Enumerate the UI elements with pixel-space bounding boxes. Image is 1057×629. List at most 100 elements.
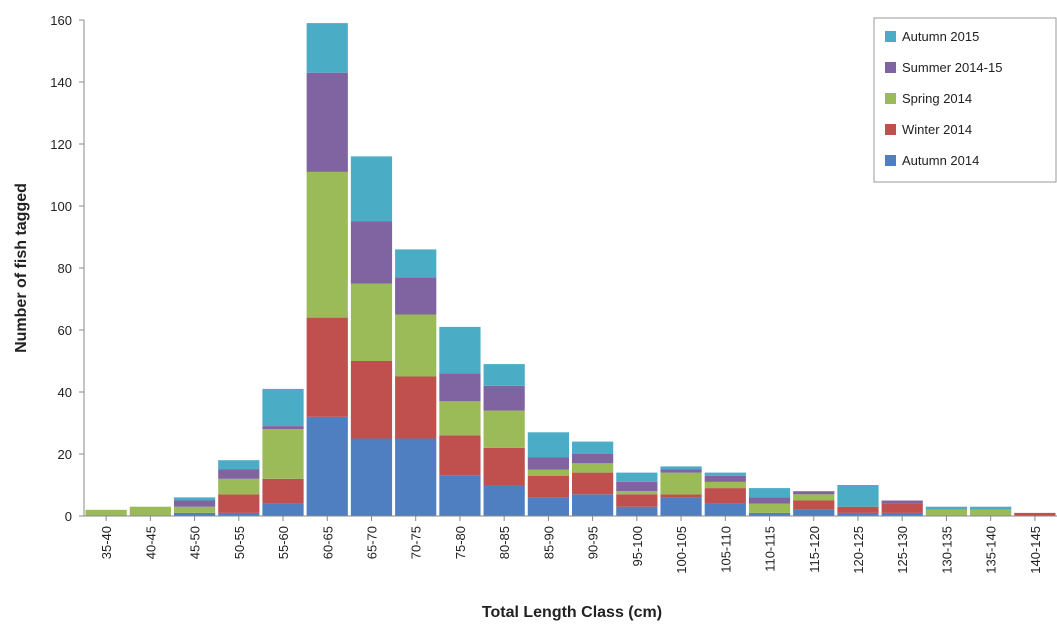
bar-segment xyxy=(483,485,525,516)
x-tick-label: 45-50 xyxy=(188,526,203,559)
bar-segment xyxy=(748,488,791,498)
bar-segment xyxy=(439,435,481,476)
x-axis-label: Total Length Class (cm) xyxy=(482,604,662,621)
bar-segment xyxy=(262,426,304,430)
legend-swatch xyxy=(885,31,896,42)
bar-segment xyxy=(395,376,437,439)
bar-segment xyxy=(748,503,791,513)
x-tick-label: 110-115 xyxy=(763,526,778,572)
bar-segment xyxy=(572,472,614,495)
y-tick-label: 60 xyxy=(58,323,72,338)
y-tick-label: 140 xyxy=(50,75,72,90)
legend-label: Autumn 2014 xyxy=(902,153,979,168)
legend-label: Autumn 2015 xyxy=(902,29,979,44)
bar-segment xyxy=(925,506,968,510)
bar-segment xyxy=(395,438,437,516)
y-tick-label: 40 xyxy=(58,385,72,400)
bar-segment xyxy=(572,463,614,473)
x-tick-label: 115-120 xyxy=(807,526,822,573)
x-tick-label: 105-110 xyxy=(718,526,733,573)
bar-segment xyxy=(660,494,702,498)
bar-segment xyxy=(395,314,437,377)
y-axis-label: Number of fish tagged xyxy=(13,183,30,353)
legend-label: Summer 2014-15 xyxy=(902,60,1002,75)
bar-segment xyxy=(439,475,481,516)
bar-segment xyxy=(306,72,348,172)
bar-segment xyxy=(572,441,614,454)
bar-segment xyxy=(439,401,481,436)
x-axis: 35-40 40-45 45-50 50-55 55-60 60-65 65-70 70-75… xyxy=(84,515,1057,574)
legend-swatch xyxy=(885,93,896,104)
bar-segment xyxy=(527,457,569,470)
bar-segment xyxy=(350,438,393,516)
bar-segment xyxy=(218,460,260,470)
bar-segment xyxy=(527,469,569,476)
legend-swatch xyxy=(885,62,896,73)
x-tick-label: 135-140 xyxy=(984,526,999,574)
x-tick-label: 60-65 xyxy=(320,526,335,559)
bar-segment xyxy=(350,361,393,439)
bar-segment xyxy=(704,503,746,516)
bar-segment xyxy=(306,317,348,417)
x-tick-label: 130-135 xyxy=(939,526,954,574)
x-tick-label: 125-130 xyxy=(895,526,910,574)
bar-segment xyxy=(173,497,216,501)
bar-segment xyxy=(218,494,260,513)
bar-segment xyxy=(793,500,835,510)
bar-segment xyxy=(439,373,481,402)
bar-segment xyxy=(704,481,746,489)
y-tick-label: 80 xyxy=(58,261,72,276)
x-tick-label: 75-80 xyxy=(453,526,468,559)
bar-segment xyxy=(837,512,879,516)
bar-segment xyxy=(660,497,702,516)
bar-segment xyxy=(173,506,216,513)
x-tick-label: 40-45 xyxy=(143,526,158,559)
bar-segment xyxy=(262,388,304,427)
x-tick-label: 65-70 xyxy=(364,526,379,559)
bar-segment xyxy=(85,509,127,516)
bar-segment xyxy=(837,506,879,513)
x-tick-label: 100-105 xyxy=(674,526,689,574)
bar-segment xyxy=(173,500,216,507)
bar-segment xyxy=(970,509,1012,516)
bar-segment xyxy=(616,472,658,482)
bar-segment xyxy=(660,466,702,470)
bar-segment xyxy=(262,503,304,516)
bar-segment xyxy=(925,509,968,516)
bar-segment xyxy=(306,171,348,318)
x-tick-label: 95-100 xyxy=(630,526,645,566)
legend-swatch xyxy=(885,155,896,166)
bar-segment xyxy=(793,494,835,501)
bar-segment xyxy=(572,494,614,516)
bar-segment xyxy=(527,497,569,516)
bar-segment xyxy=(527,432,569,458)
x-tick-label: 85-90 xyxy=(541,526,556,559)
bar-segment xyxy=(306,416,348,516)
bar-segment xyxy=(1014,512,1056,516)
bar-segment xyxy=(262,429,304,479)
bar-segment xyxy=(350,156,393,222)
bar-segment xyxy=(483,385,525,411)
x-tick-label: 90-95 xyxy=(586,526,601,559)
bar-segment xyxy=(483,364,525,386)
bar-segment xyxy=(218,512,260,516)
y-tick-label: 0 xyxy=(65,509,72,524)
bar-segment xyxy=(837,485,879,507)
bar-segment xyxy=(704,475,746,482)
x-tick-label: 120-125 xyxy=(851,526,866,574)
y-tick-label: 160 xyxy=(50,13,72,28)
bar-segment xyxy=(881,512,923,516)
x-tick-label: 80-85 xyxy=(497,526,512,559)
bar-segment xyxy=(616,506,658,516)
bar-segment xyxy=(218,469,260,479)
legend-box xyxy=(873,17,1057,183)
bar-segment xyxy=(439,326,481,374)
bar-segment xyxy=(704,472,746,476)
bar-segment xyxy=(704,488,746,504)
bar-segment xyxy=(748,512,791,516)
bar-segment xyxy=(616,481,658,492)
bar-segment xyxy=(173,512,216,516)
bar-segment xyxy=(395,249,437,278)
bar-segment xyxy=(881,500,923,504)
y-tick-label: 20 xyxy=(58,447,72,462)
